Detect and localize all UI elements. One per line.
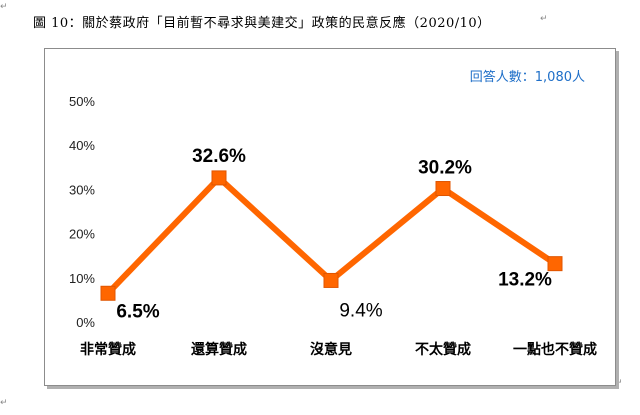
x-category-label: 還算贊成 — [191, 341, 247, 358]
paragraph-mark-icon: ↵ — [0, 2, 8, 12]
paragraph-mark-icon: ↵ — [615, 378, 623, 388]
data-point-marker — [435, 181, 451, 197]
y-tick-label: 0% — [76, 315, 95, 330]
line-chart: 0%10%20%30%40%50% 非常贊成 還算贊成 沒意見 不太贊成 一點也不贊成 … — [69, 69, 597, 358]
y-axis: 0% 10% 20% 30% 40% 50% — [69, 94, 95, 330]
x-category-label: 一點也不贊成 — [513, 341, 597, 358]
x-category-label: 不太贊成 — [415, 341, 471, 358]
y-tick-label: 10% — [69, 271, 95, 286]
chart-frame: 0% 10% 20% 30% 40% 50% 非常贊成 還算贊成 沒意見 不太贊成 一點也不贊成 … — [44, 48, 616, 386]
x-category-label: 非常贊成 — [80, 341, 136, 358]
data-point-marker — [323, 272, 339, 288]
paragraph-mark-icon: ↵ — [540, 14, 548, 24]
data-label: 6.5% — [116, 301, 159, 322]
data-point-marker — [211, 170, 227, 186]
data-label: 9.4% — [339, 300, 382, 321]
y-tick-label: 20% — [69, 227, 95, 242]
x-axis: 非常贊成 還算贊成 沒意見 不太贊成 一點也不贊成 — [80, 341, 597, 358]
series-layer — [100, 170, 563, 301]
y-tick-label: 40% — [69, 138, 95, 153]
figure-caption: 圖 10：關於蔡政府「目前暫不尋求與美建交」政策的民意反應（2020/10） — [33, 16, 491, 31]
data-label: 13.2% — [498, 270, 552, 291]
sample-size-note: 回答人數：1,080人 — [470, 69, 585, 85]
data-point-marker — [100, 285, 116, 301]
y-tick-label: 50% — [69, 94, 95, 109]
y-tick-label: 30% — [69, 182, 95, 197]
x-category-label: 沒意見 — [310, 341, 352, 358]
data-label: 32.6% — [192, 146, 246, 167]
data-labels: 6.5% 32.6% 9.4% 30.2% 13.2% — [116, 146, 552, 322]
data-label: 30.2% — [418, 158, 472, 179]
paragraph-mark-icon: ↵ — [0, 398, 8, 408]
data-point-marker — [547, 256, 563, 272]
